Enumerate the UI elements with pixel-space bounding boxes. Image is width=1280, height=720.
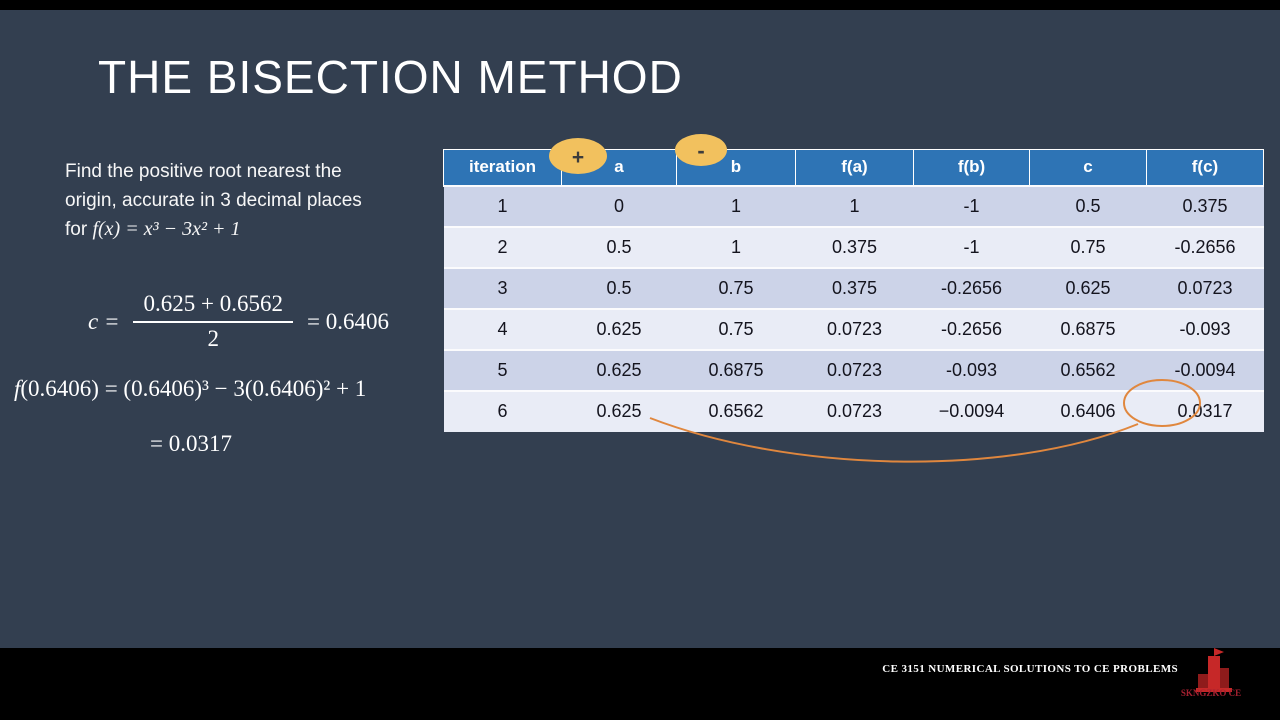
table-cell: 1 bbox=[443, 184, 562, 227]
table-cell: 0.5 bbox=[1029, 184, 1147, 227]
problem-function-formula: f(x) = x³ − 3x² + 1 bbox=[92, 218, 241, 240]
problem-line-3-prefix: for bbox=[65, 219, 93, 240]
table-cell: 0.625 bbox=[561, 348, 677, 391]
midpoint-result: = 0.6406 bbox=[306, 308, 389, 334]
table-cell: 0.6406 bbox=[1029, 389, 1147, 432]
header-c: c bbox=[1029, 149, 1147, 186]
problem-line-3: for f(x) = x³ − 3x² + 1 bbox=[65, 215, 425, 244]
table-cell: 0.75 bbox=[676, 307, 796, 350]
table-cell: 2 bbox=[443, 225, 562, 268]
table-cell: 0.6875 bbox=[1029, 307, 1147, 350]
table-cell: 0.625 bbox=[561, 389, 677, 432]
table-row: 5 0.625 0.6875 0.0723 -0.093 0.6562 -0.0… bbox=[443, 348, 1264, 391]
table-cell: 0.375 bbox=[1146, 184, 1264, 227]
function-evaluation: f(0.6406) = (0.6406)³ − 3(0.6406)² + 1 bbox=[14, 376, 366, 402]
header-fa: f(a) bbox=[795, 149, 914, 186]
table-cell: 0.6562 bbox=[676, 389, 796, 432]
table-cell: 0.0723 bbox=[795, 389, 914, 432]
function-evaluation-result: = 0.0317 bbox=[150, 431, 232, 456]
table-cell: −0.0094 bbox=[913, 389, 1030, 432]
table-row: 4 0.625 0.75 0.0723 -0.2656 0.6875 -0.09… bbox=[443, 307, 1264, 350]
table-cell: 1 bbox=[795, 184, 914, 227]
table-row: 6 0.625 0.6562 0.0723 −0.0094 0.6406 0.0… bbox=[443, 389, 1264, 432]
table-cell: 0.5 bbox=[561, 266, 677, 309]
table-cell: -0.2656 bbox=[913, 307, 1030, 350]
table-row: 2 0.5 1 0.375 -1 0.75 -0.2656 bbox=[443, 225, 1264, 268]
function-evaluation-body: (0.6406) = (0.6406)³ − 3(0.6406)² + 1 bbox=[20, 376, 367, 401]
table-cell: -1 bbox=[913, 225, 1030, 268]
table-cell: -0.093 bbox=[913, 348, 1030, 391]
table-row: 3 0.5 0.75 0.375 -0.2656 0.625 0.0723 bbox=[443, 266, 1264, 309]
table-cell: 0.625 bbox=[1029, 266, 1147, 309]
header-fc: f(c) bbox=[1146, 149, 1264, 186]
midpoint-lhs: c = bbox=[88, 308, 120, 334]
header-iteration: iteration bbox=[443, 149, 562, 186]
header-fb: f(b) bbox=[913, 149, 1030, 186]
table-cell: 0.0723 bbox=[1146, 266, 1264, 309]
table-cell: 5 bbox=[443, 348, 562, 391]
table-cell: 0.375 bbox=[795, 266, 914, 309]
bisection-iteration-table: iteration a b f(a) f(b) c f(c) 1 0 1 1 -… bbox=[443, 149, 1264, 432]
function-variable: f bbox=[14, 376, 21, 401]
midpoint-fraction: 0.625 + 0.6562 2 bbox=[133, 291, 293, 352]
table-cell: 0.0317 bbox=[1146, 389, 1264, 432]
table-cell: -0.0094 bbox=[1146, 348, 1264, 391]
problem-line-2: origin, accurate in 3 decimal places bbox=[65, 190, 362, 211]
header-b: b bbox=[676, 149, 796, 186]
fraction-denominator: 2 bbox=[133, 321, 293, 352]
table-cell: 0.5 bbox=[561, 225, 677, 268]
course-code-text: CE 3151 NUMERICAL SOLUTIONS TO CE PROBLE… bbox=[882, 663, 1178, 675]
table-cell: 6 bbox=[443, 389, 562, 432]
table-cell: 0.75 bbox=[676, 266, 796, 309]
table-row: 1 0 1 1 -1 0.5 0.375 bbox=[443, 184, 1264, 227]
problem-line-1: Find the positive root nearest the bbox=[65, 161, 342, 182]
table-cell: 3 bbox=[443, 266, 562, 309]
slide-title: THE BISECTION METHOD bbox=[98, 51, 683, 103]
table-cell: 0.75 bbox=[1029, 225, 1147, 268]
table-cell: -0.2656 bbox=[1146, 225, 1264, 268]
table-cell: -0.093 bbox=[1146, 307, 1264, 350]
table-header-row: iteration a b f(a) f(b) c f(c) bbox=[443, 149, 1264, 186]
fraction-numerator: 0.625 + 0.6562 bbox=[143, 291, 283, 316]
table-cell: 0 bbox=[561, 184, 677, 227]
table-cell: -1 bbox=[913, 184, 1030, 227]
table-cell: 0.625 bbox=[561, 307, 677, 350]
table-cell: 0.0723 bbox=[795, 348, 914, 391]
table-cell: 1 bbox=[676, 184, 796, 227]
table-cell: 0.6875 bbox=[676, 348, 796, 391]
table-cell: 0.6562 bbox=[1029, 348, 1147, 391]
channel-logo-icon bbox=[1196, 648, 1232, 692]
slide-canvas: THE BISECTION METHOD Find the positive r… bbox=[0, 10, 1280, 648]
table-cell: 4 bbox=[443, 307, 562, 350]
table-cell: -0.2656 bbox=[913, 266, 1030, 309]
table-cell: 0.0723 bbox=[795, 307, 914, 350]
table-cell: 1 bbox=[676, 225, 796, 268]
header-a: a bbox=[561, 149, 677, 186]
channel-logo-text: SKNGZKO CE bbox=[1180, 688, 1242, 698]
midpoint-equation: c = 0.625 + 0.6562 2 = 0.6406 bbox=[88, 291, 389, 352]
table-cell: 0.375 bbox=[795, 225, 914, 268]
problem-statement: Find the positive root nearest the origi… bbox=[65, 157, 425, 244]
